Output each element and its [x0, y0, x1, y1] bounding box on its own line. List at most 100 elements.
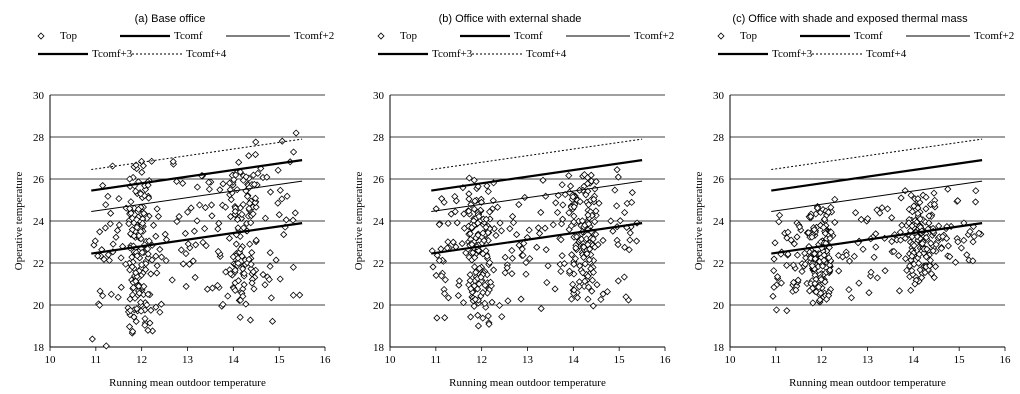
data-point: [127, 324, 133, 330]
data-point: [202, 205, 208, 211]
data-point: [559, 182, 565, 188]
data-point: [204, 286, 210, 292]
data-point: [509, 271, 515, 277]
data-point: [459, 241, 465, 247]
data-point: [535, 225, 541, 231]
data-point: [600, 237, 606, 243]
x-tick-label: 16: [660, 354, 672, 366]
data-point: [953, 259, 959, 265]
data-point: [116, 196, 122, 202]
data-point: [445, 295, 451, 301]
data-point: [973, 199, 979, 205]
data-point: [115, 294, 121, 300]
data-point: [794, 234, 800, 240]
data-point: [217, 187, 223, 193]
y-tick-label: 20: [33, 300, 45, 312]
data-point: [540, 177, 546, 183]
data-point: [836, 268, 842, 274]
data-point: [542, 225, 548, 231]
data-point: [566, 173, 572, 179]
series-line-Tcomf: [91, 223, 302, 253]
data-point: [523, 271, 529, 277]
data-point: [103, 343, 109, 349]
data-point: [182, 230, 188, 236]
data-point: [794, 252, 800, 258]
data-point: [239, 211, 245, 217]
data-point: [629, 190, 635, 196]
data-point: [268, 295, 274, 301]
data-point: [958, 245, 964, 251]
data-point: [538, 306, 544, 312]
data-point: [545, 263, 551, 269]
data-point: [853, 210, 859, 216]
data-point: [770, 293, 776, 299]
data-point: [105, 193, 111, 199]
x-tick-label: 10: [45, 354, 57, 366]
data-point: [544, 280, 550, 286]
data-point: [553, 200, 559, 206]
data-point: [908, 287, 914, 293]
data-point: [592, 219, 598, 225]
data-point: [568, 183, 574, 189]
data-point: [247, 317, 253, 323]
data-point: [475, 323, 481, 329]
data-point: [262, 215, 268, 221]
data-point: [776, 219, 782, 225]
data-point: [158, 301, 164, 307]
data-point: [516, 202, 522, 208]
data-point: [284, 193, 290, 199]
data-point: [262, 282, 268, 288]
data-point: [558, 268, 564, 274]
data-point: [621, 274, 627, 280]
x-tick-label: 10: [725, 354, 737, 366]
data-point: [885, 206, 891, 212]
x-tick-label: 14: [568, 354, 580, 366]
data-point: [534, 244, 540, 250]
x-tick-label: 15: [274, 354, 286, 366]
data-point: [485, 188, 491, 194]
data-point: [576, 284, 582, 290]
y-tick-label: 22: [33, 258, 44, 270]
data-point: [277, 187, 283, 193]
x-axis-label: Running mean outdoor temperature: [109, 377, 266, 389]
data-point: [226, 235, 232, 241]
data-point: [252, 152, 258, 158]
data-point: [247, 241, 253, 247]
data-point: [283, 217, 289, 223]
data-point: [468, 314, 474, 320]
y-tick-label: 20: [713, 300, 725, 312]
data-point: [434, 315, 440, 321]
data-point: [898, 195, 904, 201]
data-point: [110, 241, 116, 247]
data-point: [225, 293, 231, 299]
y-tick-label: 26: [373, 174, 385, 186]
data-point: [456, 278, 462, 284]
data-point: [933, 264, 939, 270]
x-tick-label: 14: [228, 354, 240, 366]
data-point: [97, 229, 103, 235]
data-point: [538, 209, 544, 215]
x-tick-label: 11: [91, 354, 102, 366]
data-point: [145, 327, 151, 333]
data-point: [180, 261, 186, 267]
data-point: [491, 267, 497, 273]
data-point: [615, 278, 621, 284]
data-point: [273, 257, 279, 263]
data-point: [550, 222, 556, 228]
data-point: [183, 283, 189, 289]
data-point: [871, 254, 877, 260]
data-point: [585, 296, 591, 302]
data-point: [108, 210, 114, 216]
data-point: [896, 288, 902, 294]
chart-panel-c: (c) Office with shade and exposed therma…: [680, 0, 1020, 394]
data-point: [851, 253, 857, 259]
y-tick-label: 22: [713, 258, 724, 270]
data-point: [194, 218, 200, 224]
data-point: [107, 221, 113, 227]
data-point: [971, 234, 977, 240]
data-point: [108, 291, 114, 297]
data-point: [236, 159, 242, 165]
data-point: [571, 213, 577, 219]
data-point: [860, 246, 866, 252]
data-point: [169, 277, 175, 283]
